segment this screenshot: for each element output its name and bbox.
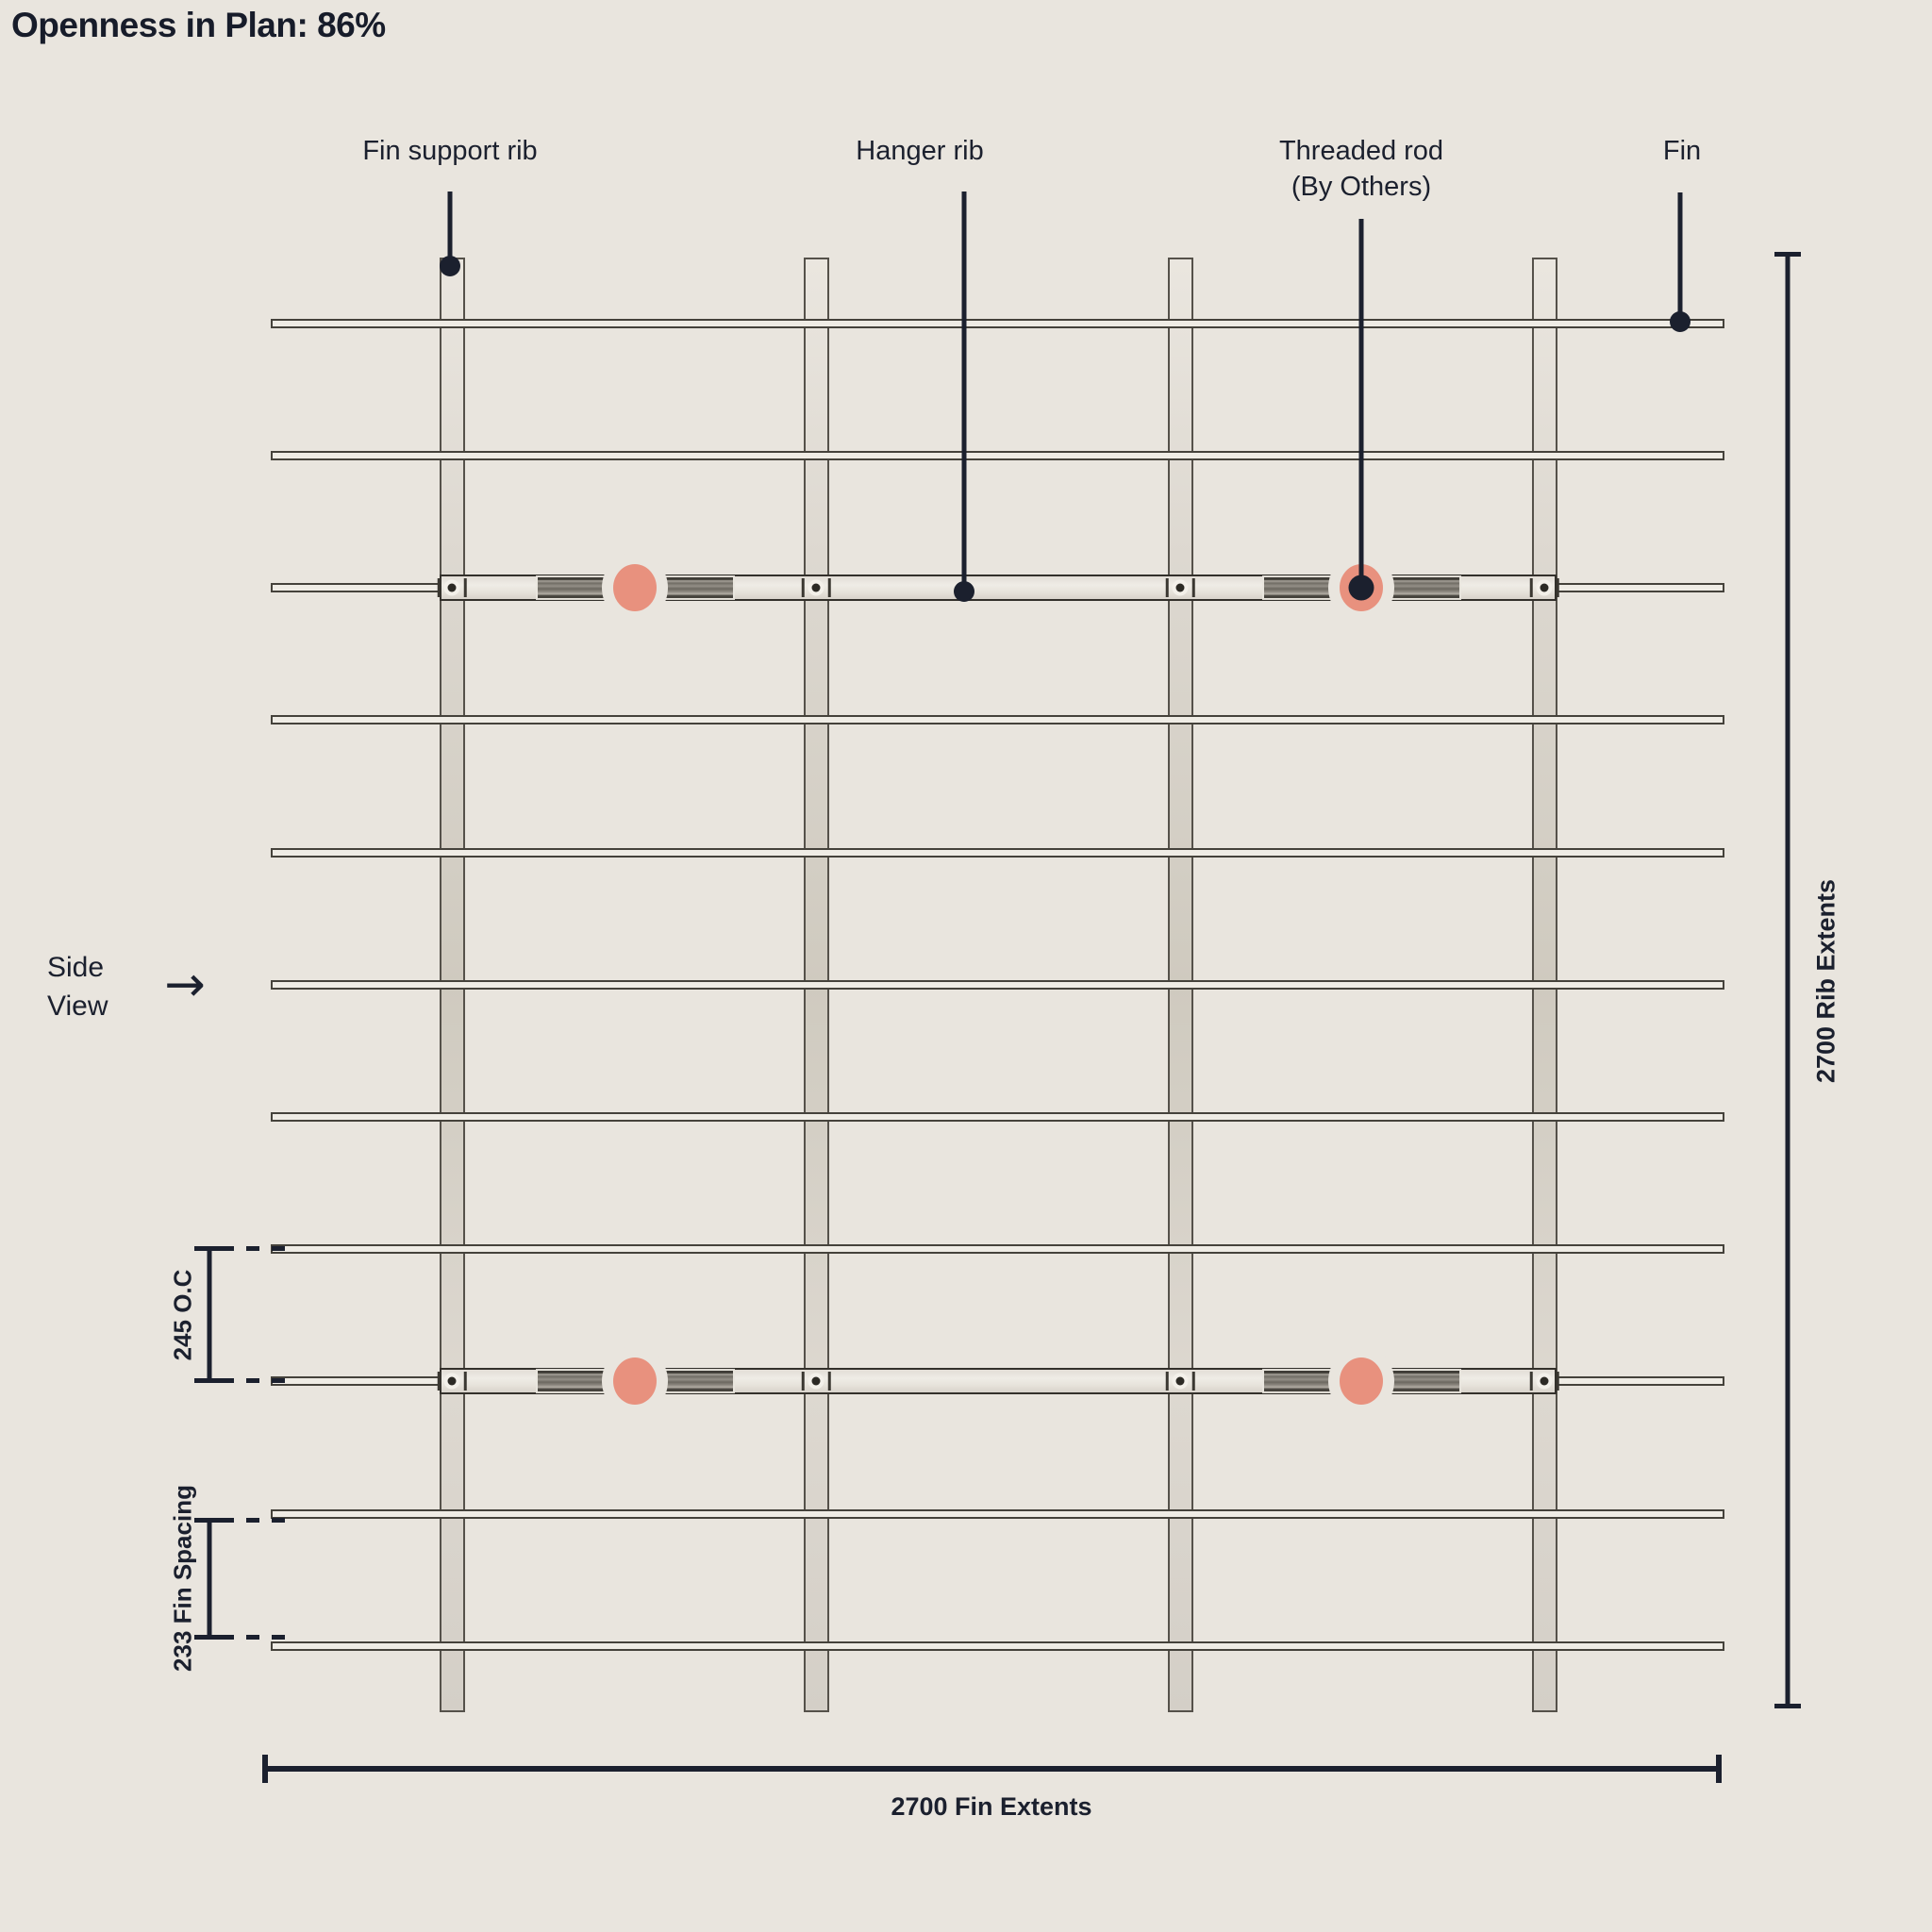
screw-dot bbox=[1540, 1376, 1549, 1386]
fin bbox=[271, 1244, 1724, 1254]
hanger-channel bbox=[660, 577, 733, 598]
fin-leader-line bbox=[1677, 192, 1683, 322]
fin-leader-dot bbox=[1670, 311, 1690, 332]
fin-extents-tick-left bbox=[262, 1755, 268, 1783]
hanger-joint-line bbox=[463, 1372, 467, 1391]
oc-dim-line bbox=[207, 1249, 212, 1381]
fin bbox=[271, 319, 1724, 328]
hanger-joint-line bbox=[1165, 1372, 1169, 1391]
screw-dot bbox=[447, 1376, 457, 1386]
screw-dot bbox=[447, 583, 457, 592]
right-arrow-icon: → bbox=[164, 957, 206, 1013]
fin bbox=[271, 980, 1724, 990]
threaded-rod-circle bbox=[1340, 1357, 1383, 1405]
fin-extents-dim-label: 2700 Fin Extents bbox=[891, 1792, 1092, 1821]
hanger-row-fin-left bbox=[271, 583, 440, 592]
fin-extents-tick-right bbox=[1716, 1755, 1722, 1783]
rib-extents-tick-top bbox=[1774, 252, 1801, 257]
rib-extents-tick-bottom bbox=[1774, 1704, 1801, 1708]
oc-tick-top bbox=[194, 1246, 223, 1251]
hanger-joint-line bbox=[827, 1372, 831, 1391]
fin-spacing-dim-line bbox=[207, 1520, 212, 1638]
hanger-joint-line bbox=[1191, 1372, 1195, 1391]
hanger-row-fin-right bbox=[1557, 1376, 1724, 1386]
fin bbox=[271, 1112, 1724, 1122]
screw-dot bbox=[1540, 583, 1549, 592]
hanger-joint-line bbox=[437, 1372, 441, 1391]
fin-spacing-tick-bottom bbox=[194, 1635, 223, 1640]
screw-dot bbox=[811, 583, 821, 592]
hanger-joint-line bbox=[1191, 578, 1195, 597]
screw-dot bbox=[1175, 1376, 1185, 1386]
hanger-channel bbox=[1387, 577, 1459, 598]
fin-spacing-extension-dash-top bbox=[221, 1518, 294, 1523]
threaded-rod-circle bbox=[613, 564, 657, 611]
threaded-rod-leader-line bbox=[1358, 219, 1364, 588]
fin bbox=[271, 1641, 1724, 1651]
hanger-channel bbox=[1264, 1371, 1334, 1391]
oc-dim-label: 245 O.C bbox=[168, 1269, 197, 1361]
side-view-label: Side View bbox=[47, 952, 108, 1022]
fin-spacing-dim-label: 233 Fin Spacing bbox=[168, 1485, 197, 1672]
hanger-joint-line bbox=[1165, 578, 1169, 597]
hanger-rib-leader-dot bbox=[954, 581, 974, 602]
page-title: Openness in Plan: 86% bbox=[11, 6, 386, 44]
threaded-rod-label: Threaded rod (By Others) bbox=[1278, 136, 1444, 203]
screw-dot bbox=[811, 1376, 821, 1386]
fin-support-rib-leader-line bbox=[447, 192, 453, 266]
rib-extents-dim-label: 2700 Rib Extents bbox=[1811, 878, 1840, 1084]
hanger-channel bbox=[1264, 577, 1334, 598]
threaded-rod-leader-dot bbox=[1348, 575, 1374, 601]
hanger-row-fin-right bbox=[1557, 583, 1724, 592]
hanger-joint-line bbox=[1556, 578, 1559, 597]
fin bbox=[271, 1509, 1724, 1519]
hanger-joint-line bbox=[827, 578, 831, 597]
oc-extension-dash-top bbox=[221, 1246, 292, 1251]
fin-spacing-tick-top bbox=[194, 1518, 223, 1523]
hanger-channel bbox=[538, 1371, 610, 1391]
fin-support-rib-leader-dot bbox=[440, 256, 460, 276]
oc-extension-dash-bottom bbox=[221, 1378, 292, 1383]
fin-label: Fin bbox=[1662, 136, 1702, 166]
fin-extents-dim-line bbox=[265, 1766, 1719, 1772]
hanger-joint-line bbox=[1529, 1372, 1533, 1391]
hanger-rib-label: Hanger rib bbox=[856, 136, 984, 166]
fin-spacing-extension-dash-bottom bbox=[221, 1635, 294, 1640]
hanger-joint-line bbox=[437, 578, 441, 597]
threaded-rod-circle bbox=[613, 1357, 657, 1405]
fin bbox=[271, 451, 1724, 460]
hanger-row-fin-left bbox=[271, 1376, 440, 1386]
oc-tick-bottom bbox=[194, 1378, 223, 1383]
screw-dot bbox=[1175, 583, 1185, 592]
hanger-channel bbox=[538, 577, 610, 598]
hanger-channel bbox=[660, 1371, 733, 1391]
hanger-joint-line bbox=[801, 578, 805, 597]
hanger-joint-line bbox=[463, 578, 467, 597]
hanger-joint-line bbox=[1529, 578, 1533, 597]
fin bbox=[271, 848, 1724, 858]
hanger-joint-line bbox=[1556, 1372, 1559, 1391]
hanger-channel bbox=[1387, 1371, 1459, 1391]
fin bbox=[271, 715, 1724, 724]
rib-extents-dim-line bbox=[1785, 254, 1790, 1707]
hanger-rib-leader-line bbox=[961, 192, 967, 591]
hanger-joint-line bbox=[801, 1372, 805, 1391]
fin-support-rib-label: Fin support rib bbox=[362, 136, 538, 166]
